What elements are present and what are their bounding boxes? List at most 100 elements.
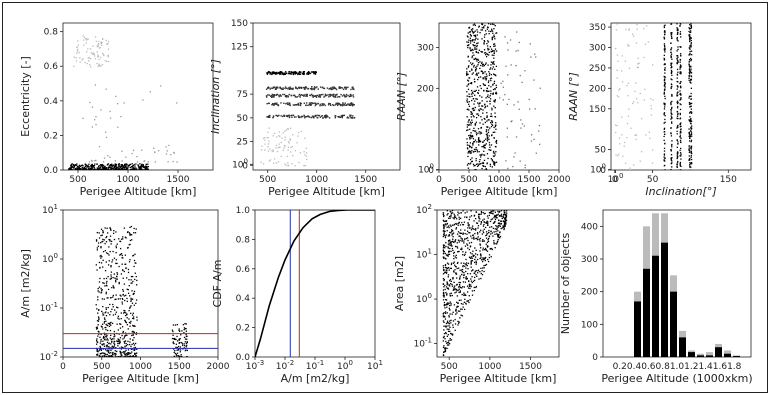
- data-point: [486, 53, 489, 56]
- data-point: [295, 72, 297, 74]
- data-point: [617, 60, 619, 62]
- data-point: [100, 56, 102, 59]
- data-point: [473, 236, 475, 238]
- data-point: [445, 326, 447, 328]
- data-point: [626, 122, 629, 125]
- data-point: [618, 153, 620, 155]
- data-point: [614, 124, 617, 126]
- data-point: [469, 245, 472, 247]
- data-point: [466, 98, 468, 100]
- data-point: [466, 243, 468, 245]
- data-point: [69, 167, 71, 169]
- data-point: [469, 287, 471, 290]
- data-point: [671, 144, 673, 146]
- data-point: [489, 78, 492, 80]
- data-point: [670, 48, 672, 50]
- data-point: [102, 266, 104, 268]
- data-point: [262, 137, 265, 140]
- data-point: [663, 150, 666, 152]
- data-point: [664, 118, 666, 121]
- data-point: [102, 312, 104, 314]
- data-point: [493, 63, 495, 65]
- data-point: [110, 229, 112, 231]
- data-point: [87, 48, 89, 50]
- data-point: [140, 168, 142, 170]
- data-point: [442, 247, 445, 249]
- data-point: [461, 238, 463, 240]
- data-point: [520, 127, 522, 129]
- data-point: [663, 156, 665, 158]
- data-point: [639, 160, 641, 162]
- data-point: [459, 317, 461, 319]
- data-point: [502, 214, 505, 216]
- data-point: [98, 165, 100, 167]
- data-point: [688, 74, 690, 77]
- data-point: [679, 139, 682, 142]
- data-point: [616, 124, 618, 127]
- data-point: [136, 279, 138, 282]
- data-point: [490, 125, 493, 128]
- data-point: [691, 163, 693, 165]
- data-point: [472, 28, 474, 30]
- data-point: [618, 143, 621, 145]
- data-point: [479, 158, 481, 161]
- data-point: [639, 92, 641, 95]
- data-point: [471, 157, 473, 159]
- data-point: [312, 96, 314, 98]
- data-point: [128, 169, 130, 170]
- data-point: [493, 164, 496, 166]
- data-point: [77, 169, 80, 170]
- data-point: [106, 350, 108, 352]
- data-point: [106, 232, 109, 234]
- data-point: [470, 82, 473, 85]
- data-point: [480, 277, 482, 280]
- data-point: [108, 352, 110, 354]
- data-point: [180, 334, 182, 336]
- data-point: [135, 355, 137, 357]
- data-point: [679, 31, 682, 33]
- data-point: [470, 124, 472, 126]
- data-point: [468, 144, 470, 147]
- data-point: [101, 298, 103, 300]
- data-point: [445, 254, 448, 256]
- data-point: [640, 118, 643, 120]
- data-point: [481, 167, 483, 170]
- data-point: [690, 98, 692, 100]
- data-point: [328, 117, 331, 119]
- data-point: [175, 338, 177, 341]
- data-point: [445, 242, 447, 244]
- data-point: [616, 69, 618, 72]
- data-point: [127, 271, 130, 274]
- data-point: [285, 87, 288, 89]
- data-point: [269, 148, 271, 150]
- data-point: [459, 224, 462, 226]
- data-point: [677, 48, 679, 51]
- data-point: [470, 235, 472, 237]
- data-point: [129, 234, 131, 236]
- data-point: [471, 99, 473, 102]
- data-point: [98, 355, 100, 357]
- data-point: [469, 82, 472, 84]
- data-point: [670, 33, 673, 35]
- data-point: [475, 256, 477, 258]
- data-point: [486, 42, 488, 45]
- data-point: [461, 240, 463, 242]
- data-point: [450, 304, 452, 306]
- data-point: [173, 342, 175, 345]
- data-point: [179, 349, 182, 351]
- data-point: [134, 272, 136, 274]
- data-point: [292, 72, 294, 75]
- data-point: [481, 119, 483, 121]
- data-point: [448, 269, 450, 271]
- data-point: [96, 168, 98, 170]
- data-point: [443, 286, 445, 288]
- data-point: [350, 117, 352, 119]
- data-point: [97, 168, 99, 170]
- data-point: [325, 116, 327, 119]
- data-point: [101, 326, 103, 328]
- data-point: [101, 256, 103, 258]
- data-point: [483, 218, 485, 220]
- data-point: [446, 347, 448, 350]
- data-point: [491, 109, 493, 111]
